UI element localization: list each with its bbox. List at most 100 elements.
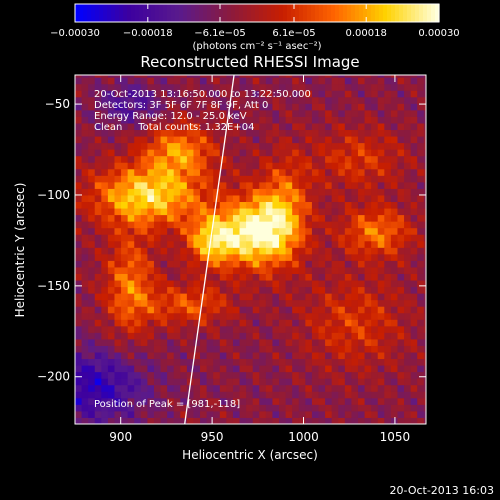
heatmap-cell [364, 162, 372, 170]
heatmap-cell [377, 155, 385, 163]
heatmap-cell [114, 371, 122, 379]
heatmap-cell [344, 352, 352, 360]
heatmap-cell [351, 260, 359, 268]
heatmap-cell [167, 299, 175, 307]
heatmap-cell [292, 391, 300, 399]
heatmap-cell [305, 208, 313, 216]
heatmap-cell [272, 410, 280, 418]
heatmap-cell [153, 116, 162, 124]
heatmap-cell [311, 391, 320, 399]
heatmap-cell [384, 266, 392, 274]
heatmap-cell [193, 378, 201, 386]
heatmap-cell [134, 273, 142, 281]
heatmap-cell [75, 77, 83, 85]
heatmap-cell [298, 77, 306, 85]
heatmap-cell [186, 194, 194, 203]
heatmap-cell [88, 378, 96, 386]
heatmap-cell [107, 77, 115, 85]
heatmap-cell [423, 319, 426, 327]
heatmap-cell [390, 201, 398, 209]
heatmap-cell [318, 168, 326, 176]
heatmap-cell [377, 122, 385, 131]
heatmap-cell [127, 260, 135, 268]
heatmap-cell [279, 338, 287, 346]
heatmap-cell [305, 273, 313, 281]
heatmap-cell [311, 227, 320, 235]
heatmap-cell [272, 352, 280, 360]
heatmap-cell [318, 175, 326, 183]
heatmap-cell [81, 122, 89, 131]
heatmap-cell [318, 286, 326, 294]
heatmap-cell [101, 214, 109, 222]
heatmap-cell [252, 181, 260, 189]
heatmap-cell [160, 260, 168, 268]
heatmap-cell [338, 312, 346, 320]
heatmap-cell [186, 358, 194, 366]
heatmap-cell [259, 378, 267, 386]
heatmap-cell [285, 293, 293, 301]
heatmap-cell [404, 194, 412, 203]
heatmap-cell [279, 260, 287, 268]
heatmap-cell [305, 260, 313, 268]
heatmap-cell [134, 240, 142, 248]
heatmap-cell [147, 181, 155, 189]
heatmap-cell [186, 149, 194, 157]
heatmap-cell [75, 181, 83, 189]
heatmap-cell [81, 194, 89, 203]
heatmap-cell [279, 122, 287, 131]
heatmap-cell [147, 201, 155, 209]
heatmap-cell [134, 103, 142, 111]
heatmap-cell [390, 312, 398, 320]
heatmap-cell [173, 404, 181, 412]
heatmap-cell [272, 181, 280, 189]
heatmap-cell [121, 75, 129, 78]
heatmap-cell [351, 273, 359, 281]
heatmap-cell [107, 188, 115, 196]
heatmap-cell [200, 273, 208, 281]
heatmap-cell [357, 162, 366, 170]
heatmap-cell [140, 109, 148, 117]
heatmap-cell [167, 240, 175, 248]
heatmap-cell [265, 260, 273, 268]
heatmap-cell [147, 260, 155, 268]
heatmap-cell [377, 410, 385, 418]
heatmap-cell [265, 312, 273, 320]
heatmap-cell [285, 273, 293, 281]
heatmap-cell [325, 103, 333, 111]
heatmap-cell [377, 214, 385, 222]
heatmap-cell [285, 404, 293, 412]
heatmap-cell [285, 253, 293, 261]
heatmap-cell [384, 75, 392, 78]
heatmap-cell [147, 384, 155, 392]
x-tick-label: 950 [201, 430, 224, 444]
heatmap-cell [206, 83, 214, 91]
heatmap-cell [325, 338, 333, 346]
heatmap-cell [140, 234, 148, 242]
heatmap-cell [246, 266, 254, 274]
heatmap-cell [219, 332, 227, 340]
heatmap-cell [167, 75, 175, 78]
heatmap-cell [305, 227, 313, 235]
heatmap-cell [213, 188, 221, 196]
heatmap-cell [121, 83, 129, 91]
heatmap-cell [134, 122, 142, 131]
heatmap-cell [325, 312, 333, 320]
heatmap-cell [193, 83, 201, 91]
colorbar-cell [111, 4, 116, 22]
heatmap-cell [167, 253, 175, 261]
heatmap-cell [160, 103, 168, 111]
heatmap-cell [134, 155, 142, 163]
heatmap-cell [423, 397, 426, 405]
heatmap-cell [114, 155, 122, 163]
heatmap-cell [239, 299, 247, 307]
heatmap-cell [200, 109, 208, 117]
heatmap-cell [239, 312, 247, 320]
heatmap-cell [232, 404, 241, 412]
heatmap-cell [285, 319, 293, 327]
heatmap-cell [193, 194, 201, 203]
heatmap-cell [384, 129, 392, 137]
heatmap-cell [186, 75, 194, 78]
heatmap-cell [384, 201, 392, 209]
heatmap-cell [114, 103, 122, 111]
heatmap-cell [331, 162, 339, 170]
